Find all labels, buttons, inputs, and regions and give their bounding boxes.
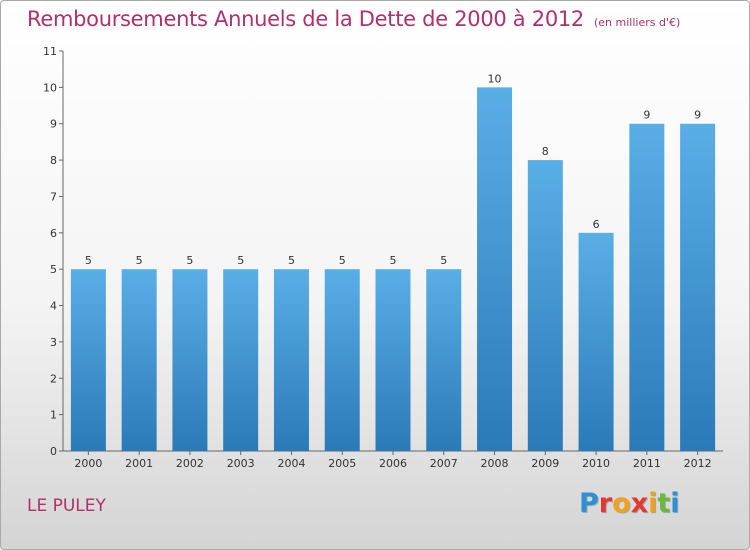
bar — [375, 269, 411, 451]
y-tick-label: 8 — [50, 154, 57, 167]
y-tick-label: 10 — [43, 81, 57, 94]
bar — [172, 269, 208, 451]
bar-value-label: 6 — [593, 218, 600, 231]
logo-letter: i — [670, 488, 680, 519]
bar-value-label: 5 — [440, 254, 447, 267]
logo-letter: t — [657, 488, 671, 519]
x-tick-label: 2004 — [277, 457, 305, 470]
bar — [527, 160, 563, 451]
logo-letter: r — [598, 488, 613, 519]
bar-value-label: 5 — [136, 254, 143, 267]
x-tick-label: 2007 — [430, 457, 458, 470]
x-tick-label: 2005 — [328, 457, 356, 470]
bar-value-label: 5 — [237, 254, 244, 267]
chart-title: Remboursements Annuels de la Dette de 20… — [27, 7, 680, 31]
y-tick-label: 0 — [50, 445, 57, 458]
y-tick-label: 5 — [50, 263, 57, 276]
y-tick-label: 11 — [43, 45, 57, 58]
bar — [121, 269, 157, 451]
bar — [629, 123, 665, 452]
proxiti-logo[interactable]: Proxiti — [579, 488, 680, 519]
bar — [477, 87, 513, 451]
chart-title-text: Remboursements Annuels de la Dette de 20… — [27, 7, 584, 31]
chart-axes: 0 1 2 3 4 5 6 7 8 9 10 11 2000 2001 2002 2003 2004 2005 20… — [43, 45, 723, 470]
bar — [578, 232, 614, 451]
x-tick-label: 2011 — [633, 457, 661, 470]
x-tick-label: 2000 — [74, 457, 102, 470]
y-tick-label: 9 — [50, 118, 57, 131]
logo-letter: P — [579, 488, 599, 519]
bar-value-label: 5 — [85, 254, 92, 267]
chart-subtitle: (en milliers d'€) — [594, 16, 681, 29]
x-tick-label: 2002 — [176, 457, 204, 470]
x-tick-label: 2001 — [125, 457, 153, 470]
logo-letter: o — [612, 488, 631, 519]
bar-value-label: 10 — [488, 72, 502, 85]
bar — [680, 123, 716, 452]
x-tick-label: 2010 — [582, 457, 610, 470]
commune-name: LE PULEY — [27, 496, 106, 516]
bar-value-label: 5 — [288, 254, 295, 267]
y-tick-label: 6 — [50, 227, 57, 240]
bar-value-label: 9 — [694, 109, 701, 122]
y-tick-label: 7 — [50, 190, 57, 203]
bar-value-label: 8 — [542, 145, 549, 158]
bar-value-label: 9 — [643, 109, 650, 122]
bar-value-label: 5 — [186, 254, 193, 267]
x-tick-label: 2012 — [684, 457, 712, 470]
x-tick-label: 2006 — [379, 457, 407, 470]
y-tick-label: 1 — [50, 409, 57, 422]
bar — [426, 269, 462, 451]
x-tick-label: 2009 — [531, 457, 559, 470]
y-tick-label: 4 — [50, 300, 57, 313]
x-tick-label: 2008 — [481, 457, 509, 470]
x-tick-label: 2003 — [227, 457, 255, 470]
chart-bars: 5 5 5 5 5 5 5 5 10 8 6 9 9 — [70, 72, 716, 452]
bar — [70, 269, 106, 451]
logo-letter: x — [630, 488, 649, 519]
bar-value-label: 5 — [390, 254, 397, 267]
bar — [324, 269, 360, 451]
y-tick-label: 3 — [50, 336, 57, 349]
logo-letter: i — [648, 488, 658, 519]
bar-value-label: 5 — [339, 254, 346, 267]
bar — [273, 269, 309, 451]
bar — [223, 269, 259, 451]
y-tick-label: 2 — [50, 372, 57, 385]
